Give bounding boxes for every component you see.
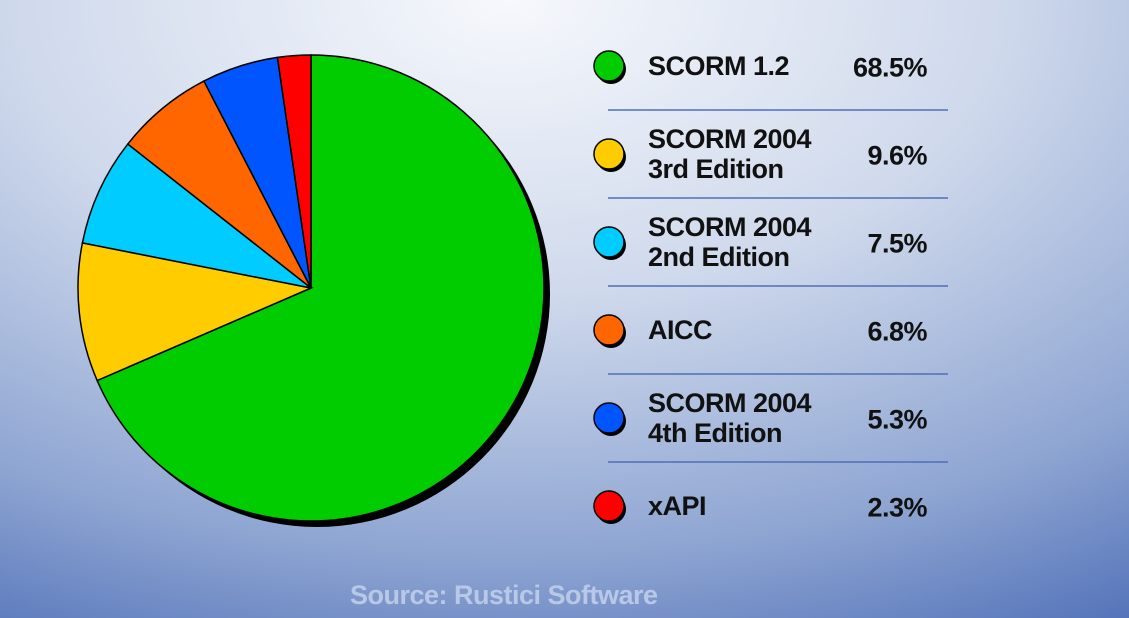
value-label: 9.6%	[867, 140, 927, 171]
legend-label: SCORM 2004 4th Edition	[648, 388, 812, 448]
legend-label: SCORM 1.2	[648, 51, 790, 81]
value-label: 6.8%	[867, 316, 927, 347]
legend-swatch	[593, 402, 625, 434]
value-label: 68.5%	[852, 52, 928, 83]
pie-slice	[81, 142, 312, 289]
pie-slice	[77, 242, 314, 382]
legend-swatch	[593, 314, 625, 346]
legend-label: xAPI	[648, 491, 707, 521]
legend-swatch	[593, 50, 625, 82]
legend-label: SCORM 2004 3rd Edition	[648, 124, 812, 184]
value-label: 7.5%	[867, 228, 927, 259]
pie-slice	[96, 54, 545, 522]
legend-swatch	[593, 226, 625, 258]
source-note: Source: Rustici Software	[350, 580, 658, 610]
legend-swatch	[593, 138, 625, 170]
value-label: 2.3%	[867, 492, 927, 523]
legend-label: AICC	[648, 315, 713, 345]
legend-swatch	[593, 490, 625, 522]
value-label: 5.3%	[867, 404, 927, 435]
pie-slice	[276, 54, 312, 289]
legend-label: SCORM 2004 2nd Edition	[648, 212, 812, 272]
